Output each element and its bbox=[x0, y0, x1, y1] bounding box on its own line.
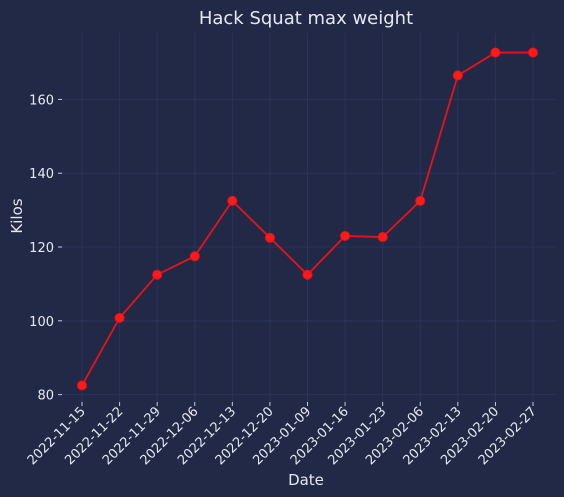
y-tick-label: 120 bbox=[29, 241, 54, 256]
tick-labels: 2022-11-152022-11-222022-11-292022-12-06… bbox=[25, 93, 540, 468]
grid bbox=[62, 33, 556, 402]
y-tick-label: 80 bbox=[37, 389, 54, 404]
data-point bbox=[415, 195, 426, 206]
y-tick-label: 140 bbox=[29, 167, 54, 182]
data-point bbox=[114, 312, 125, 323]
series bbox=[77, 47, 538, 391]
y-tick-label: 100 bbox=[29, 315, 54, 330]
x-axis-label: Date bbox=[288, 471, 324, 489]
data-point bbox=[528, 47, 538, 58]
y-axis-label: Kilos bbox=[8, 198, 26, 233]
data-point bbox=[152, 269, 163, 280]
chart-title: Hack Squat max weight bbox=[199, 8, 413, 29]
data-point bbox=[189, 251, 200, 262]
data-point bbox=[227, 195, 238, 206]
data-point bbox=[77, 380, 87, 391]
data-point bbox=[452, 70, 463, 81]
data-point bbox=[490, 47, 501, 58]
data-point bbox=[340, 230, 351, 241]
data-point bbox=[377, 232, 388, 243]
data-point bbox=[302, 269, 313, 280]
axes bbox=[58, 98, 534, 406]
data-point bbox=[264, 232, 275, 243]
y-tick-label: 160 bbox=[29, 93, 54, 108]
